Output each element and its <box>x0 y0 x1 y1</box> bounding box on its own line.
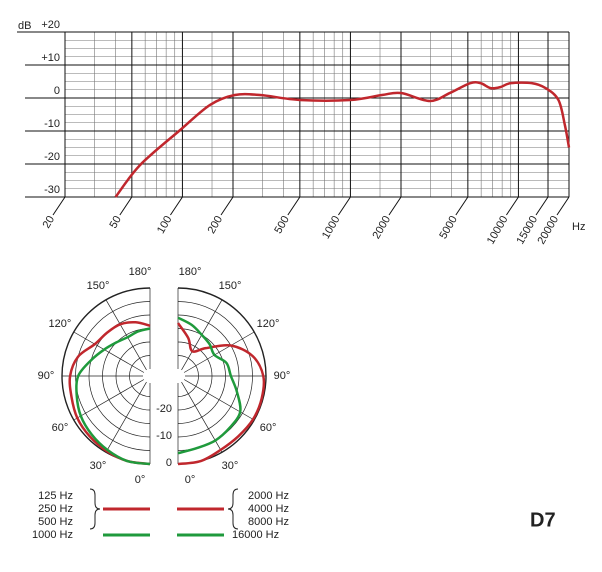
polar-gap <box>151 270 177 470</box>
tick-mark <box>170 196 183 216</box>
y-axis-label: dB <box>18 20 31 32</box>
angle-label: 150° <box>87 280 110 292</box>
y-tick-label: -20 <box>44 151 60 163</box>
legend-label: 4000 Hz <box>248 503 289 515</box>
x-tick-label: 20 <box>41 214 58 231</box>
angle-label: 120° <box>257 318 280 330</box>
polar-curve <box>176 322 266 466</box>
angle-label: 180° <box>179 266 202 278</box>
radial-tick-label: 0 <box>166 457 172 469</box>
angle-label: 120° <box>49 318 72 330</box>
polar-spoke <box>183 331 255 373</box>
tick-mark <box>220 196 234 216</box>
tick-mark <box>52 196 66 216</box>
tick-mark <box>287 196 301 216</box>
tick-mark <box>388 196 402 216</box>
legend-label: 125 Hz <box>38 490 73 502</box>
angle-label: 180° <box>129 266 152 278</box>
legend-label: 1000 Hz <box>32 529 73 541</box>
y-tick-label: -10 <box>44 118 60 130</box>
legend-label: 8000 Hz <box>248 516 289 528</box>
angle-label: 0° <box>185 474 196 486</box>
legend-brace <box>89 488 101 530</box>
response-curve <box>114 80 571 198</box>
legend-label: 2000 Hz <box>248 490 289 502</box>
polar-curve <box>68 320 151 466</box>
polar-spoke <box>105 381 147 453</box>
polar-spoke <box>183 379 255 421</box>
angle-label: 90° <box>38 370 55 382</box>
tick-mark <box>556 196 570 216</box>
polar-spoke <box>73 331 145 373</box>
legend-label: 250 Hz <box>38 503 73 515</box>
legend-brace <box>227 488 239 530</box>
y-tick-label: 0 <box>54 85 60 97</box>
angle-label: 30° <box>90 460 107 472</box>
angle-label: 90° <box>274 370 291 382</box>
radial-tick-label: -20 <box>156 403 172 415</box>
model-name: D7 <box>530 509 556 531</box>
angle-label: 60° <box>260 422 277 434</box>
x-axis-label: Hz <box>572 221 585 233</box>
y-tick-label: -30 <box>44 184 60 196</box>
angle-label: 0° <box>135 474 146 486</box>
tick-mark <box>506 196 519 216</box>
tick-mark <box>119 196 133 216</box>
tick-mark <box>338 196 351 216</box>
y-tick-label: +20 <box>41 19 60 31</box>
polar-curve <box>177 316 242 455</box>
tick-mark <box>455 196 469 216</box>
angle-label: 30° <box>222 460 239 472</box>
angle-label: 60° <box>52 422 69 434</box>
polar-curve <box>75 327 151 466</box>
x-tick-label: 50 <box>107 214 124 231</box>
radial-tick-label: -10 <box>156 430 172 442</box>
legend-label: 500 Hz <box>38 516 73 528</box>
tick-mark <box>535 196 549 216</box>
angle-label: 150° <box>219 280 242 292</box>
polar-spoke <box>105 299 147 371</box>
polar-spoke <box>73 379 145 421</box>
y-tick-label: +10 <box>41 52 60 64</box>
legend-label: 16000 Hz <box>232 529 279 541</box>
